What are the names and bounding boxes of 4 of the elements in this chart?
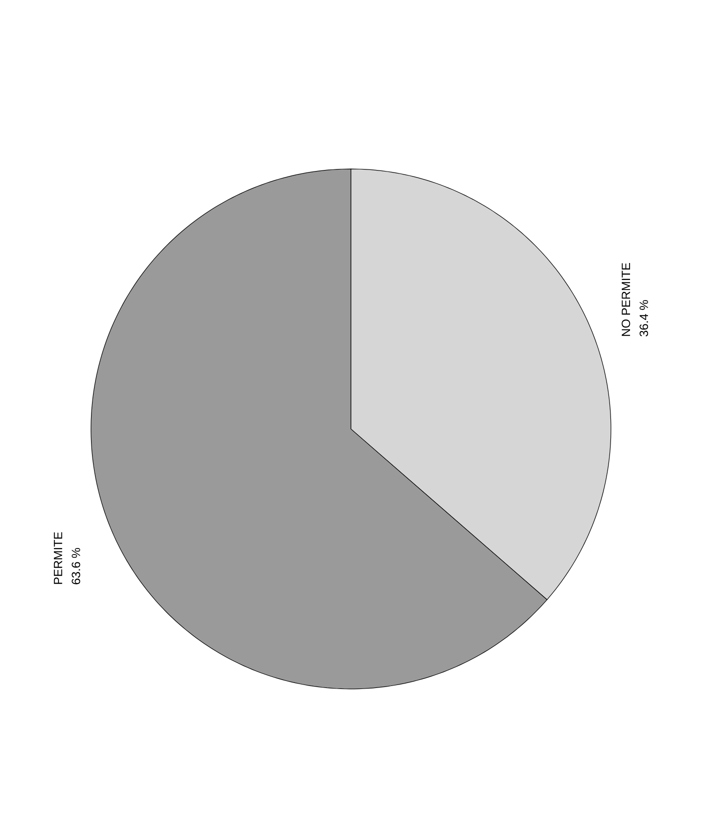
slice-label: PERMITE (54, 532, 62, 584)
data-label: 36.4 % (640, 300, 648, 336)
slice-label: NO PERMITE (622, 263, 630, 336)
data-label: 63.6 % (72, 548, 80, 584)
